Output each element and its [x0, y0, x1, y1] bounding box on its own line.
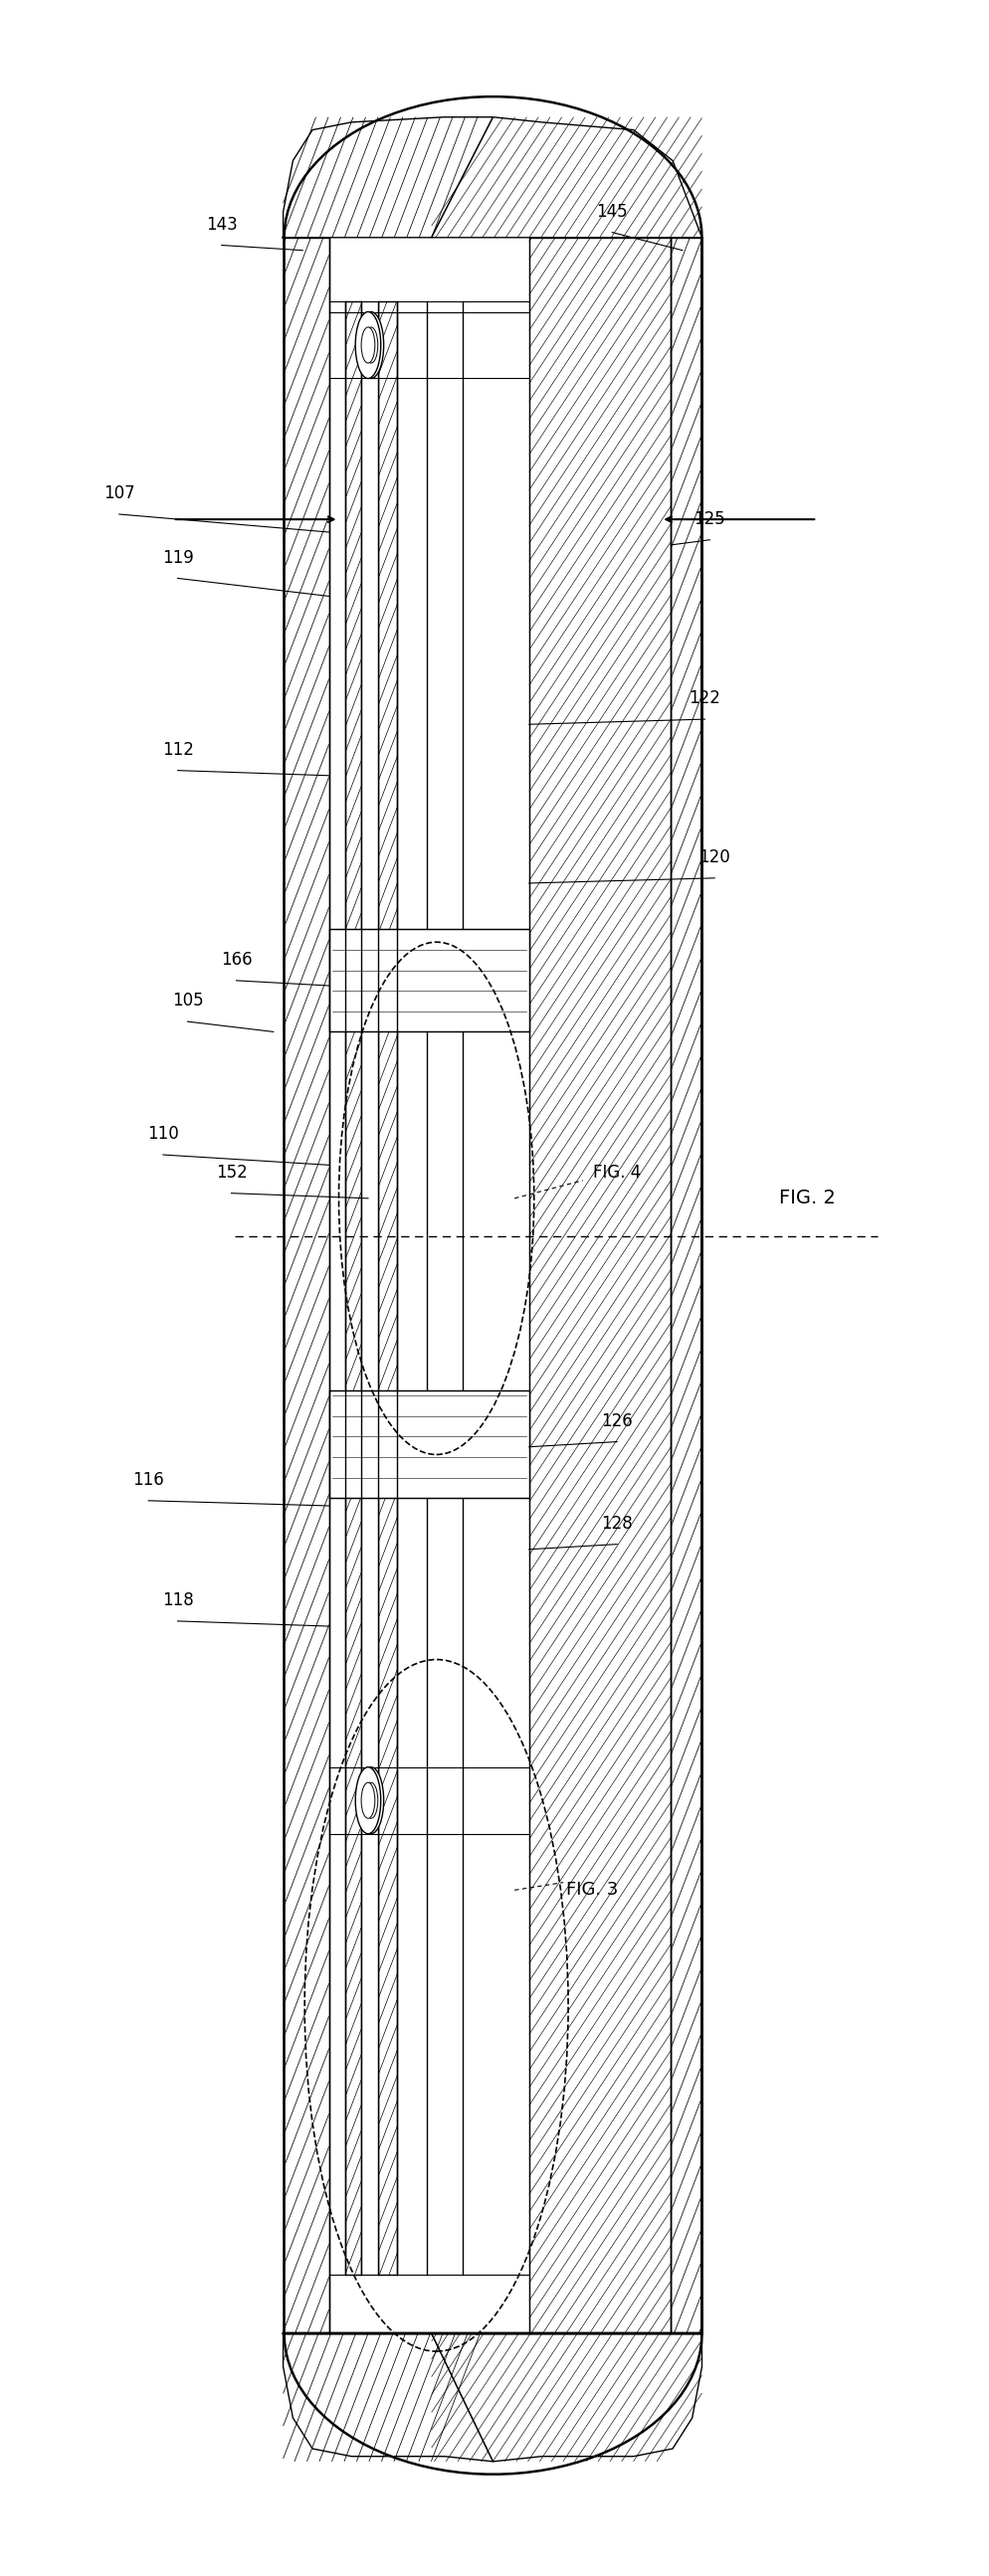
Text: 125: 125: [693, 510, 725, 528]
Text: 120: 120: [698, 848, 730, 866]
Circle shape: [364, 327, 378, 363]
Circle shape: [355, 312, 381, 379]
Circle shape: [358, 312, 384, 379]
Polygon shape: [670, 237, 701, 2334]
Polygon shape: [345, 301, 361, 2275]
Polygon shape: [283, 116, 493, 237]
Polygon shape: [431, 116, 701, 237]
Text: 143: 143: [206, 216, 237, 234]
Text: 126: 126: [600, 1412, 632, 1430]
Text: FIG. 2: FIG. 2: [778, 1190, 835, 1208]
Polygon shape: [283, 2334, 493, 2463]
Circle shape: [355, 1767, 381, 1834]
Circle shape: [361, 327, 375, 363]
Text: 166: 166: [221, 951, 252, 969]
Text: 105: 105: [172, 992, 203, 1010]
Text: 118: 118: [162, 1592, 193, 1610]
Circle shape: [364, 1783, 378, 1819]
Polygon shape: [328, 930, 529, 1033]
Polygon shape: [328, 1391, 529, 1499]
Text: FIG. 4: FIG. 4: [592, 1164, 641, 1182]
Text: 145: 145: [595, 204, 627, 222]
Circle shape: [358, 1767, 384, 1834]
Polygon shape: [361, 301, 378, 2275]
Text: 122: 122: [688, 690, 720, 708]
Text: 119: 119: [162, 549, 193, 567]
Polygon shape: [529, 237, 670, 2334]
Polygon shape: [378, 301, 397, 2275]
Text: 110: 110: [147, 1126, 179, 1144]
Text: 128: 128: [600, 1515, 632, 1533]
Text: 112: 112: [162, 742, 194, 760]
Text: 107: 107: [103, 484, 135, 502]
Circle shape: [361, 1783, 375, 1819]
Text: FIG. 3: FIG. 3: [566, 1880, 618, 1899]
Polygon shape: [283, 237, 328, 2334]
Text: 116: 116: [133, 1471, 164, 1489]
Text: 152: 152: [216, 1164, 247, 1182]
Polygon shape: [431, 2334, 701, 2463]
